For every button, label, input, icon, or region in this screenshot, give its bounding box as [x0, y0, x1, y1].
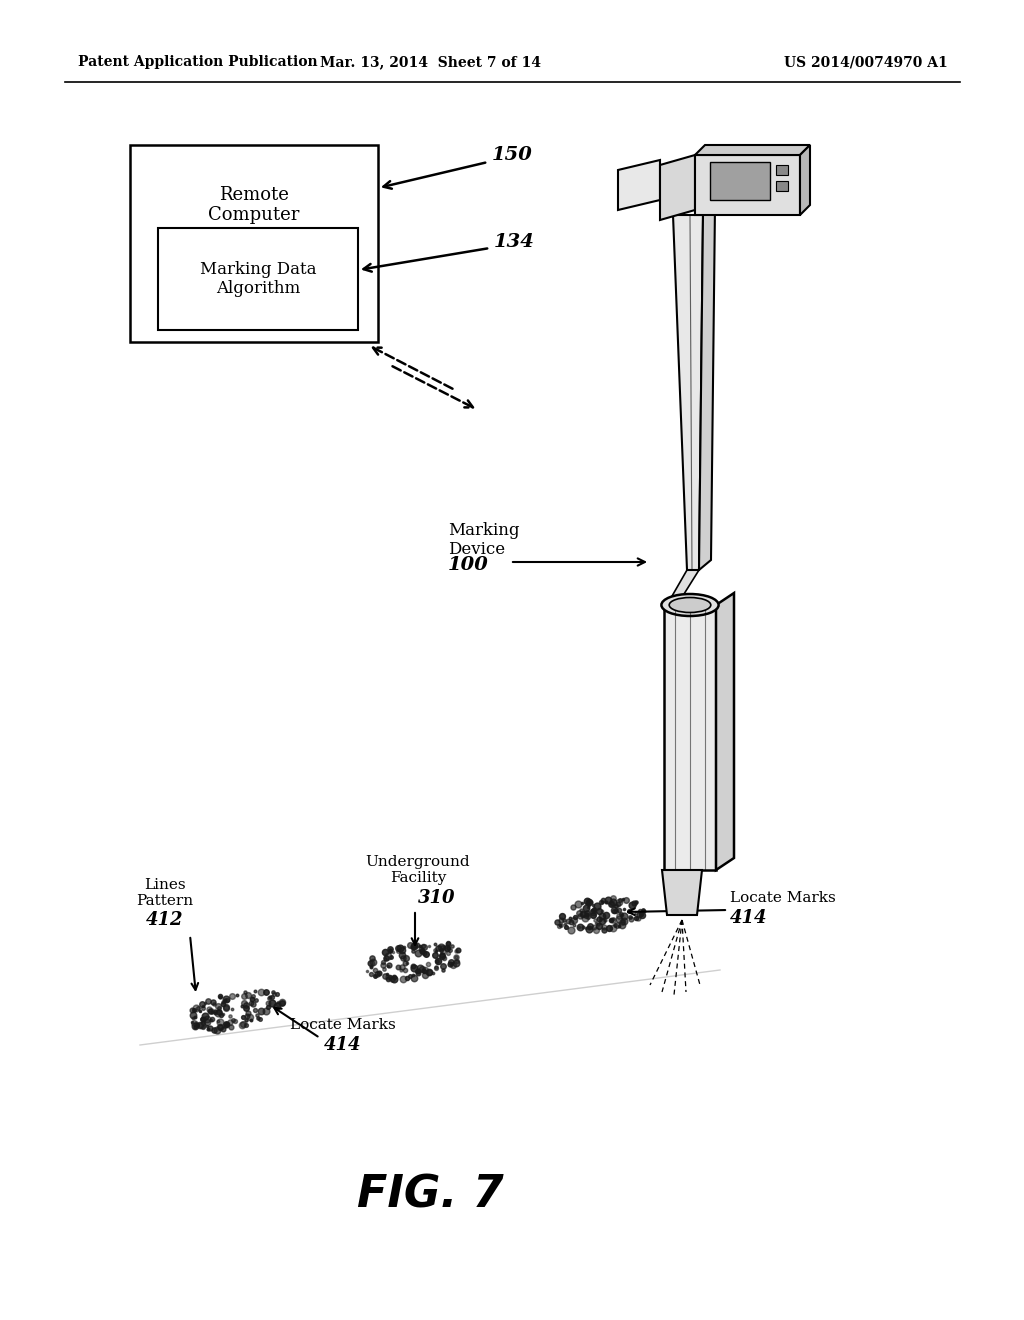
Text: FIG. 7: FIG. 7: [356, 1173, 504, 1217]
Text: 310: 310: [418, 888, 456, 907]
Text: Lines
Pattern: Lines Pattern: [136, 878, 194, 908]
Bar: [130, 145, 378, 342]
Polygon shape: [660, 154, 695, 220]
Bar: [158, 228, 358, 330]
Polygon shape: [664, 605, 716, 870]
Polygon shape: [699, 205, 715, 570]
Text: Locate Marks: Locate Marks: [730, 891, 836, 906]
Text: Underground
Facility: Underground Facility: [366, 855, 470, 886]
Polygon shape: [800, 145, 810, 215]
Polygon shape: [695, 145, 810, 154]
Text: Patent Application Publication: Patent Application Publication: [78, 55, 317, 69]
Polygon shape: [695, 154, 800, 215]
Text: 412: 412: [146, 911, 183, 929]
Bar: [776, 165, 788, 176]
Text: 150: 150: [492, 147, 532, 164]
Text: Marking Data
Algorithm: Marking Data Algorithm: [200, 261, 316, 297]
Ellipse shape: [662, 594, 719, 616]
Polygon shape: [664, 570, 699, 610]
Text: 414: 414: [325, 1036, 361, 1053]
Text: Marking
Device: Marking Device: [449, 521, 519, 558]
Polygon shape: [673, 215, 703, 570]
Ellipse shape: [670, 598, 711, 612]
Text: 414: 414: [730, 909, 768, 927]
Text: US 2014/0074970 A1: US 2014/0074970 A1: [784, 55, 948, 69]
Polygon shape: [716, 593, 734, 870]
Polygon shape: [662, 870, 702, 915]
Bar: [776, 181, 788, 191]
Text: Mar. 13, 2014  Sheet 7 of 14: Mar. 13, 2014 Sheet 7 of 14: [319, 55, 541, 69]
Text: Remote
Computer: Remote Computer: [208, 186, 300, 224]
Text: 134: 134: [494, 234, 535, 251]
Polygon shape: [618, 160, 660, 210]
Text: Locate Marks: Locate Marks: [290, 1018, 396, 1032]
Text: 100: 100: [449, 556, 488, 574]
Bar: [710, 162, 770, 201]
